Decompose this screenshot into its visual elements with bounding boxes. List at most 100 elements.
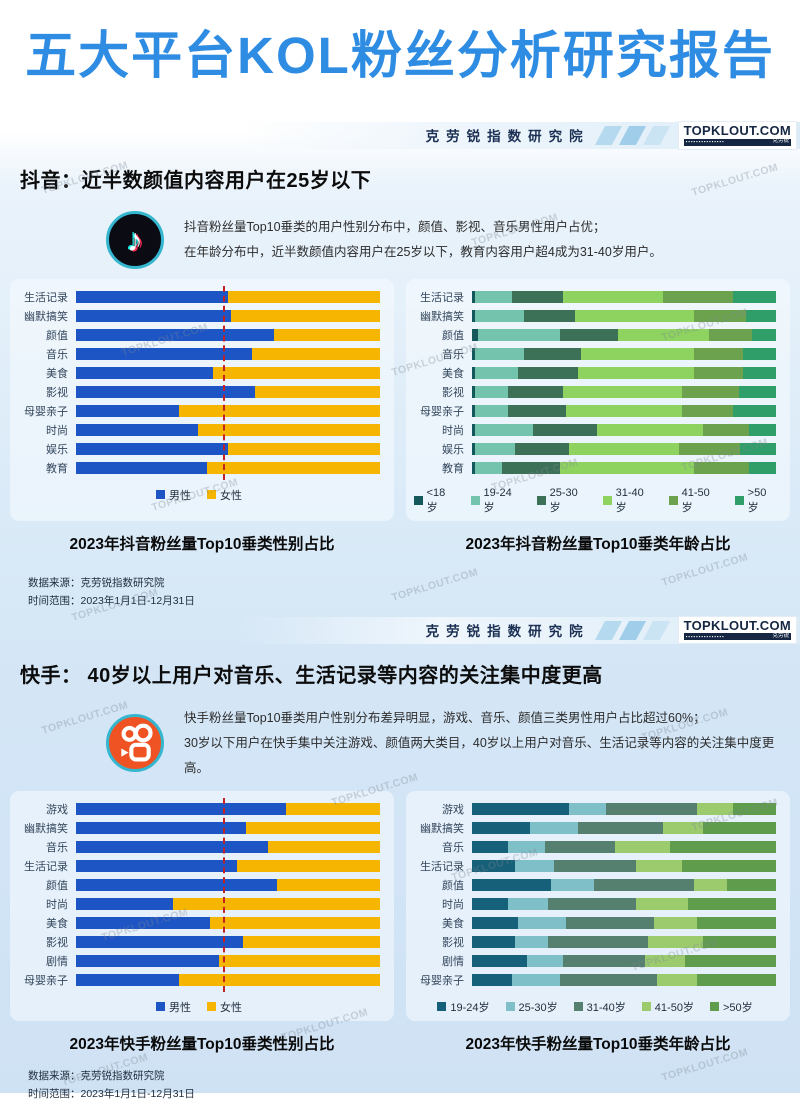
legend-swatch	[710, 1002, 719, 1011]
bar-segment	[76, 879, 277, 891]
chart-rows: 生活记录幽默搞笑颜值音乐美食影视母婴亲子时尚娱乐教育	[414, 288, 776, 478]
bar-segment	[76, 291, 228, 303]
bar-segment	[746, 310, 776, 322]
bar-segment	[566, 405, 682, 417]
bar-segment	[475, 386, 508, 398]
bar-segment	[663, 291, 733, 303]
bar-track	[472, 462, 776, 474]
topklout-logo-text: TOPKLOUT.COM	[684, 124, 791, 138]
category-label: 影视	[18, 934, 76, 950]
category-label: 游戏	[414, 801, 472, 817]
page-title: 五大平台KOL粉丝分析研究报告	[0, 24, 800, 88]
legend-label: >50岁	[748, 487, 776, 515]
legend-swatch	[642, 1002, 651, 1011]
bar-track	[76, 822, 380, 834]
category-label: 游戏	[18, 801, 76, 817]
music-note-icon: ♪	[127, 224, 143, 256]
bar-segment	[733, 405, 776, 417]
legend-item: >50岁	[735, 487, 776, 515]
bar-track	[76, 803, 380, 815]
category-label: 幽默搞笑	[18, 820, 76, 836]
bar-segment	[252, 348, 380, 360]
category-label: 剧情	[18, 953, 76, 969]
bar-track	[472, 860, 776, 872]
bar-segment	[533, 424, 597, 436]
bar-segment	[654, 917, 697, 929]
bar-segment	[749, 462, 776, 474]
bar-row: 时尚	[414, 895, 776, 914]
chart-legend: 男性女性	[18, 999, 380, 1015]
category-label: 颜值	[414, 327, 472, 343]
bar-segment	[246, 822, 380, 834]
bar-row: 生活记录	[18, 857, 380, 876]
bar-segment	[554, 860, 636, 872]
douyin-captions: 2023年抖音粉丝量Top10垂类性别占比 2023年抖音粉丝量Top10垂类年…	[10, 532, 790, 554]
legend-label: 19-24岁	[450, 999, 489, 1015]
bar-row: 影视	[18, 933, 380, 952]
bar-row: 时尚	[18, 421, 380, 440]
video-camera-icon	[113, 722, 157, 764]
bar-segment	[636, 860, 682, 872]
bar-segment	[578, 367, 694, 379]
category-label: 母婴亲子	[18, 403, 76, 419]
kuaishou-desc-line2: 30岁以下用户在快手集中关注游戏、颜值两大类目，40岁以上用户对音乐、生活记录等…	[184, 731, 790, 781]
legend-label: 25-30岁	[550, 487, 587, 515]
legend-label: 31-40岁	[587, 999, 626, 1015]
bar-segment	[551, 879, 594, 891]
bar-segment	[606, 803, 697, 815]
bar-segment	[515, 443, 570, 455]
bar-row: 母婴亲子	[18, 971, 380, 990]
bar-track	[472, 974, 776, 986]
decor-stripes	[600, 126, 665, 145]
bar-segment	[548, 898, 636, 910]
bar-row: 音乐	[18, 345, 380, 364]
institute-name: 克劳锐指数研究院	[426, 125, 590, 145]
bar-track	[472, 822, 776, 834]
legend-item: 25-30岁	[506, 999, 558, 1015]
bar-segment	[286, 803, 380, 815]
bar-segment	[76, 898, 173, 910]
kuaishou-age-caption: 2023年快手粉丝量Top10垂类年龄占比	[406, 1032, 790, 1054]
bar-segment	[76, 803, 286, 815]
bar-segment	[530, 822, 579, 834]
bar-segment	[597, 424, 703, 436]
bar-row: 生活记录	[414, 288, 776, 307]
bar-track	[472, 955, 776, 967]
source-line: 数据来源：克劳锐指数研究院	[28, 574, 790, 592]
bar-segment	[76, 443, 228, 455]
douyin-desc-line1: 抖音粉丝量Top10垂类的用户性别分布中，颜值、影视、音乐男性用户占优；	[184, 215, 662, 240]
bar-row: 颜值	[414, 326, 776, 345]
legend-item: 25-30岁	[537, 487, 587, 515]
legend-swatch	[603, 496, 612, 505]
bar-segment	[670, 841, 776, 853]
bar-segment	[682, 860, 776, 872]
chart-legend: 男性女性	[18, 487, 380, 503]
bar-segment	[475, 462, 502, 474]
bar-segment	[548, 936, 648, 948]
legend-item: >50岁	[710, 999, 753, 1015]
bar-segment	[569, 443, 678, 455]
bar-segment	[76, 329, 274, 341]
header-bar: 克劳锐指数研究院 TOPKLOUT.COM ▪▪▪▪▪▪▪▪▪▪▪▪▪▪▪ 克劳…	[0, 122, 800, 149]
bar-segment	[740, 443, 776, 455]
bar-segment	[472, 917, 518, 929]
bar-track	[76, 443, 380, 455]
legend-label: >50岁	[723, 999, 753, 1015]
bar-track	[76, 386, 380, 398]
bar-row: 音乐	[414, 345, 776, 364]
bar-segment	[515, 936, 548, 948]
bar-segment	[219, 955, 380, 967]
topklout-logo-sub: 克劳锐	[772, 139, 789, 145]
category-label: 母婴亲子	[414, 403, 472, 419]
bar-track	[472, 405, 776, 417]
bar-segment	[524, 310, 576, 322]
bar-segment	[243, 936, 380, 948]
bar-segment	[560, 974, 657, 986]
bar-row: 游戏	[414, 800, 776, 819]
bar-segment	[636, 898, 688, 910]
bar-segment	[739, 386, 775, 398]
legend-swatch	[156, 490, 165, 499]
topklout-logo: TOPKLOUT.COM ▪▪▪▪▪▪▪▪▪▪▪▪▪▪▪ 克劳锐	[679, 617, 796, 644]
